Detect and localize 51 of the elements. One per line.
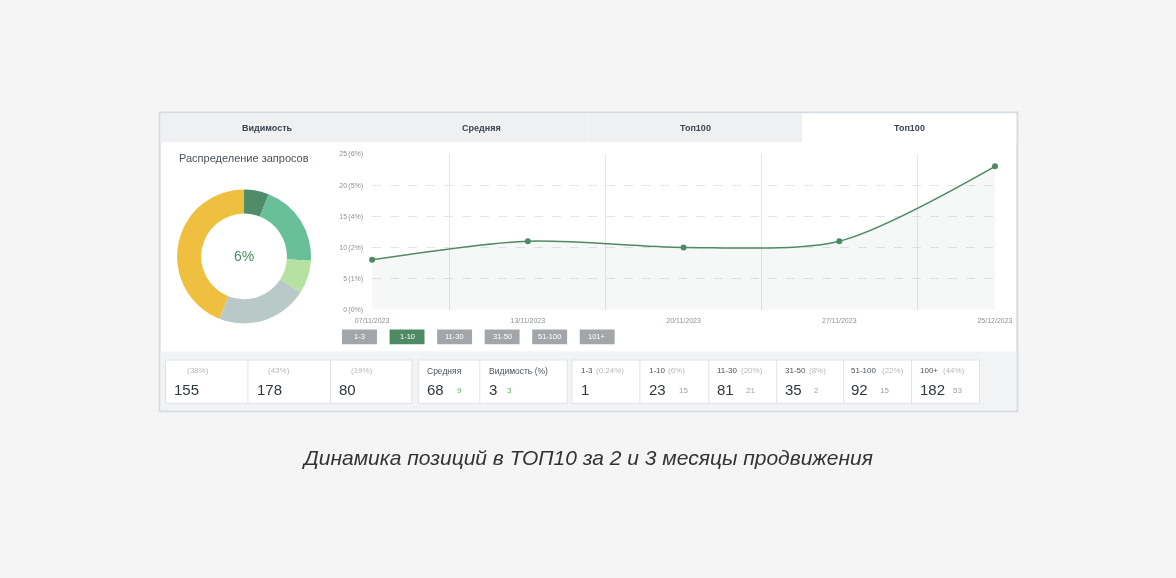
point — [369, 256, 376, 263]
text: 21 — [746, 386, 756, 395]
text: (8%) — [809, 366, 827, 375]
text: Топ100 — [894, 123, 925, 133]
text: (22%) — [882, 366, 904, 375]
text: Топ100 — [680, 123, 711, 133]
text: (19%) — [351, 366, 373, 375]
text: 1-10 — [649, 366, 666, 375]
text: 15 — [880, 386, 890, 395]
text: Динамика позиций в ТОП10 за 2 и 3 месяцы продвижения — [302, 446, 873, 469]
text: (43%) — [268, 366, 290, 375]
text: 80 — [339, 381, 356, 398]
text: Средняя — [427, 366, 462, 376]
text: (6%) — [668, 366, 686, 375]
text: 9 — [457, 386, 462, 395]
point — [836, 238, 843, 245]
text: 1 — [581, 381, 590, 398]
chart-title: Распределение запросов — [179, 152, 309, 164]
text: 11-30 — [717, 366, 738, 375]
text: 2 — [814, 386, 819, 395]
text: 3 — [507, 386, 512, 395]
donut-slice — [244, 189, 269, 217]
point — [524, 238, 531, 245]
text: 155 — [174, 381, 200, 398]
text: (44%) — [943, 366, 965, 375]
text: 178 — [257, 381, 283, 398]
text: 68 — [427, 381, 444, 398]
text: (38%) — [187, 366, 209, 375]
text: 3 — [489, 381, 498, 398]
point — [992, 163, 998, 170]
text: 1-3 — [581, 366, 594, 375]
donut-slice — [259, 194, 311, 261]
text: 6% — [234, 248, 255, 264]
text: (20%) — [741, 366, 763, 375]
text: 51-100 — [851, 366, 877, 375]
text: (0.24%) — [596, 366, 625, 375]
donut-slice — [219, 279, 301, 324]
donut-slice — [280, 259, 311, 293]
text: 35 — [785, 381, 802, 398]
text: Средняя — [462, 123, 501, 133]
point — [680, 244, 687, 251]
text: 23 — [649, 381, 666, 398]
text: 31-50 — [785, 366, 807, 375]
text: 100+ — [920, 366, 939, 375]
text: Видимость (%) — [489, 366, 549, 376]
text: 15 — [679, 386, 689, 395]
text: Видимость — [242, 123, 293, 133]
text: 81 — [717, 381, 734, 398]
text: 53 — [953, 386, 963, 395]
text: 182 — [920, 381, 946, 398]
text: 92 — [851, 381, 868, 398]
